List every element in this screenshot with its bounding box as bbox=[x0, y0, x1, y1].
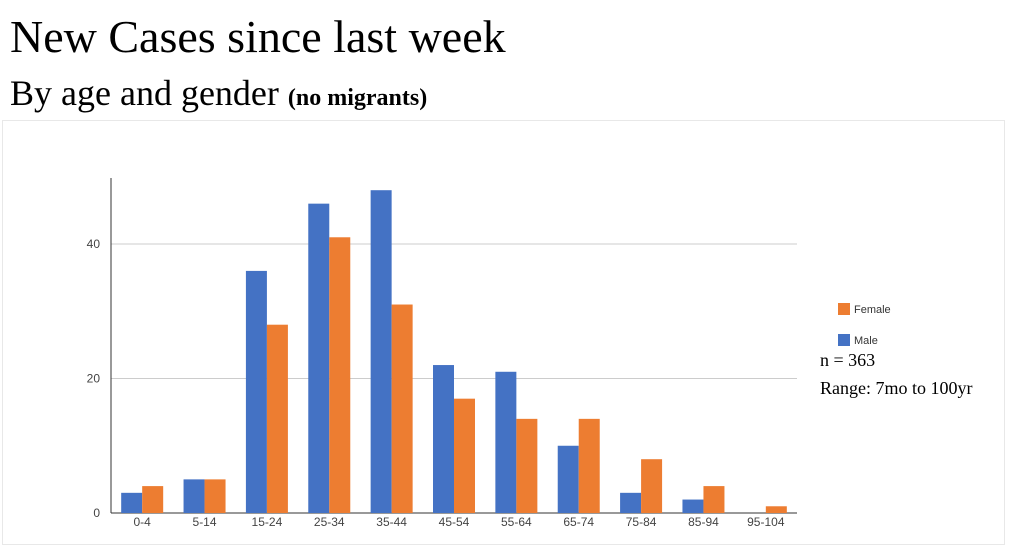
bar-male-0-4 bbox=[121, 492, 143, 513]
bar-female-95-104 bbox=[765, 506, 787, 513]
bar-male-35-44 bbox=[370, 190, 392, 513]
legend-label-male: Male bbox=[854, 335, 878, 347]
y-tick-label: 40 bbox=[87, 237, 101, 251]
bar-female-75-84 bbox=[641, 459, 663, 513]
x-tick-label: 55-64 bbox=[501, 515, 532, 529]
bar-male-55-64 bbox=[495, 371, 517, 513]
legend-label-female: Female bbox=[854, 304, 891, 316]
x-tick-label: 25-34 bbox=[314, 515, 345, 529]
page-subtitle: By age and gender (no migrants) bbox=[10, 72, 427, 119]
bar-female-55-64 bbox=[516, 418, 538, 513]
bar-female-15-24 bbox=[266, 324, 288, 513]
bar-male-25-34 bbox=[308, 203, 330, 513]
bar-male-75-84 bbox=[620, 492, 642, 513]
x-tick-label: 85-94 bbox=[688, 515, 719, 529]
subtitle-note: (no migrants) bbox=[287, 85, 428, 111]
bar-male-65-74 bbox=[557, 445, 579, 513]
x-tick-label: 95-104 bbox=[747, 515, 785, 529]
sample-size-note: n = 363 bbox=[820, 350, 876, 370]
subtitle-text: By age and gender bbox=[10, 73, 279, 113]
x-tick-label: 75-84 bbox=[626, 515, 657, 529]
y-tick-label: 0 bbox=[93, 506, 100, 520]
bar-female-25-34 bbox=[329, 237, 351, 513]
x-tick-label: 35-44 bbox=[376, 515, 407, 529]
x-tick-label: 65-74 bbox=[563, 515, 594, 529]
x-tick-label: 45-54 bbox=[439, 515, 470, 529]
bar-female-65-74 bbox=[578, 418, 600, 513]
page-title: New Cases since last week bbox=[10, 11, 506, 62]
y-tick-label: 20 bbox=[87, 372, 101, 386]
bar-female-35-44 bbox=[391, 304, 413, 513]
bar-female-85-94 bbox=[703, 486, 725, 513]
legend-swatch-male bbox=[838, 334, 850, 346]
bar-male-15-24 bbox=[245, 270, 267, 513]
legend-swatch-female bbox=[838, 303, 850, 315]
bar-male-5-14 bbox=[183, 479, 205, 513]
age-range-note: Range: 7mo to 100yr bbox=[820, 378, 973, 398]
x-tick-label: 5-14 bbox=[193, 515, 217, 529]
bar-female-45-54 bbox=[454, 398, 475, 513]
bar-female-5-14 bbox=[204, 479, 226, 513]
bar-male-85-94 bbox=[682, 499, 704, 513]
bar-male-45-54 bbox=[433, 365, 454, 513]
x-tick-label: 0-4 bbox=[134, 515, 152, 529]
x-tick-label: 15-24 bbox=[252, 515, 283, 529]
bar-female-0-4 bbox=[142, 486, 164, 513]
